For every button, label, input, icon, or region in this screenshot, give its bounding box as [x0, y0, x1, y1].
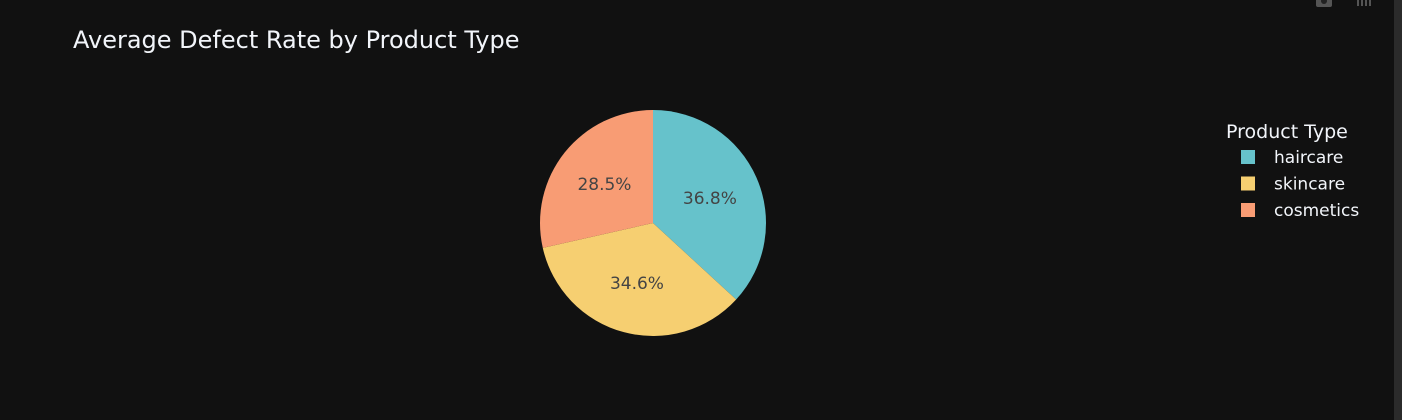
- slice-label-skincare: 34.6%: [610, 274, 664, 294]
- chart-title: Average Defect Rate by Product Type: [73, 26, 519, 54]
- legend-swatch-cosmetics[interactable]: [1241, 203, 1255, 217]
- legend-title: Product Type: [1226, 121, 1348, 143]
- pie-slice-haircare[interactable]: [653, 110, 766, 300]
- bar-chart-icon[interactable]: [1354, 0, 1374, 10]
- scrollbar-track[interactable]: [1394, 0, 1402, 420]
- pie-slice-cosmetics[interactable]: [540, 110, 653, 248]
- slice-label-cosmetics: 28.5%: [577, 175, 631, 195]
- legend-label-skincare[interactable]: skincare: [1274, 175, 1345, 195]
- legend-label-haircare[interactable]: haircare: [1274, 148, 1343, 168]
- pie-slice-skincare[interactable]: [542, 223, 737, 336]
- legend: Product Type haircare skincare cosmetics: [1226, 121, 1359, 221]
- camera-icon[interactable]: [1314, 0, 1334, 10]
- modebar: [1310, 0, 1390, 10]
- pie-group: 36.8% 34.6% 28.5%: [540, 110, 766, 336]
- legend-swatch-haircare[interactable]: [1241, 150, 1255, 164]
- legend-swatch-skincare[interactable]: [1241, 176, 1255, 191]
- legend-label-cosmetics[interactable]: cosmetics: [1274, 201, 1359, 221]
- slice-label-haircare: 36.8%: [683, 189, 737, 209]
